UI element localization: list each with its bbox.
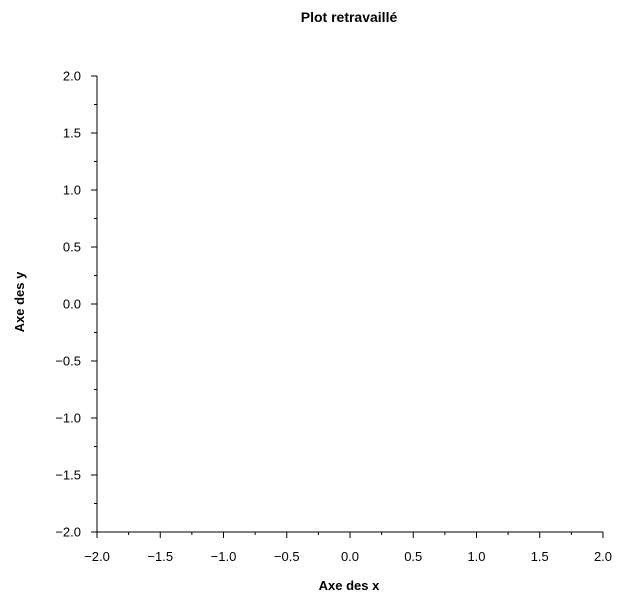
y-axis-label: Axe des y xyxy=(12,271,27,332)
y-ticks-group: −2.0 −1.5 −1.0 −0.5 0.0 0.5 1.0 1.5 2.0 xyxy=(55,69,97,540)
y-tick-label: −0.5 xyxy=(55,354,81,369)
x-axis-label: Axe des x xyxy=(319,578,380,593)
y-tick-label: −1.0 xyxy=(55,411,81,426)
x-ticks-group: −2.0 −1.5 −1.0 −0.5 0.0 0.5 1.0 1.5 2.0 xyxy=(84,532,612,564)
y-tick-label: 2.0 xyxy=(63,69,81,84)
y-tick-label: −2.0 xyxy=(55,525,81,540)
x-tick-label: 2.0 xyxy=(594,549,612,564)
x-tick-label: −1.0 xyxy=(211,549,237,564)
y-tick-label: 1.0 xyxy=(63,183,81,198)
x-tick-label: 1.0 xyxy=(467,549,485,564)
y-tick-label: 0.5 xyxy=(63,240,81,255)
x-tick-label: 1.5 xyxy=(531,549,549,564)
x-tick-label: 0.5 xyxy=(404,549,422,564)
chart-title: Plot retravaillé xyxy=(301,9,398,25)
x-tick-label: −1.5 xyxy=(147,549,173,564)
x-tick-label: 0.0 xyxy=(341,549,359,564)
y-tick-label: 0.0 xyxy=(63,297,81,312)
x-tick-label: −0.5 xyxy=(274,549,300,564)
y-tick-label: 1.5 xyxy=(63,126,81,141)
x-tick-label: −2.0 xyxy=(84,549,110,564)
y-tick-label: −1.5 xyxy=(55,468,81,483)
